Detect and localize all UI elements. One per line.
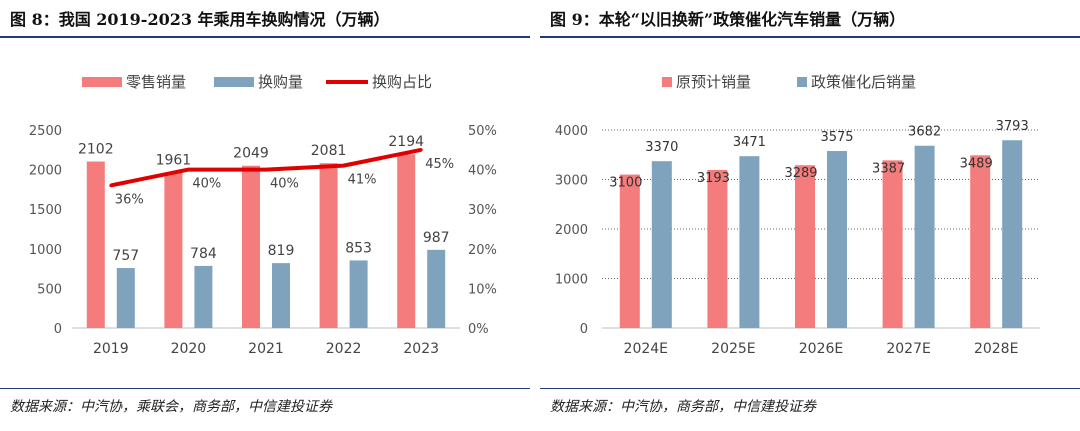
y2-tick-label: 10% [468, 282, 497, 297]
y2-tick-label: 50% [468, 124, 497, 139]
bar [882, 160, 903, 328]
bar [116, 268, 135, 328]
title-divider [540, 36, 1080, 38]
bar [795, 165, 815, 328]
bar-value-label: 2049 [233, 146, 269, 162]
x-tick-label: 2026E [799, 341, 843, 357]
y-tick-label: 3000 [555, 174, 588, 189]
bar-value-label: 3682 [908, 125, 941, 140]
bar [319, 163, 338, 328]
figure-8-chart: 零售销量 换购量 换购占比 0 500 1000 1500 2000 2500 0% 10% 20% 3… [29, 73, 497, 357]
bar-value-label: 3575 [820, 130, 853, 145]
x-tick-label: 2022 [326, 341, 362, 357]
line-value-label: 41% [348, 173, 377, 188]
y2-tick-label: 20% [468, 243, 497, 258]
bar [914, 145, 935, 328]
bar [397, 154, 416, 328]
y-tick-label: 2500 [29, 124, 62, 139]
y-tick-label: 2000 [29, 164, 62, 179]
y-tick-label: 4000 [555, 124, 588, 139]
figure-8-source: 数据来源：中汽协，乘联会，商务部，中信建投证券 [10, 399, 332, 415]
y-tick-label: 0 [580, 322, 588, 337]
line-point [109, 183, 113, 187]
y-tick-label: 2000 [555, 223, 588, 238]
line-value-label: 40% [192, 177, 221, 192]
x-tick-label: 2021 [248, 341, 284, 357]
bar [427, 249, 446, 328]
figure-8-panel: 图 8：我国 2019-2023 年乘用车换购情况（万辆） 零售销量 换购量 换购占… [0, 0, 530, 431]
legend-label: 换购占比 [372, 73, 432, 91]
legend-label: 政策催化后销量 [811, 73, 916, 91]
line-point [419, 148, 423, 152]
x-tick-label: 2019 [93, 341, 129, 357]
bar-value-label: 987 [423, 230, 450, 246]
bar [86, 161, 105, 328]
line-value-label: 40% [270, 177, 299, 192]
bar [739, 156, 760, 328]
bar [1002, 140, 1023, 328]
source-divider [540, 388, 1080, 389]
bar [827, 151, 847, 328]
line-value-label: 36% [115, 192, 144, 207]
bar-value-label: 819 [268, 243, 295, 259]
bar-value-label: 2102 [78, 142, 114, 158]
x-tick-label: 2023 [403, 341, 439, 357]
legend-label: 零售销量 [126, 73, 186, 91]
bar [970, 155, 991, 328]
bar-value-label: 3100 [609, 176, 642, 191]
legend-swatch [82, 77, 122, 87]
x-tick-label: 2027E [886, 341, 930, 357]
line-point [264, 168, 268, 172]
y-tick-label: 1000 [29, 243, 62, 258]
bar [272, 263, 290, 328]
y2-tick-label: 40% [468, 164, 497, 179]
x-tick-label: 2024E [624, 341, 668, 357]
x-tick-label: 2028E [974, 341, 1018, 357]
y-tick-label: 500 [37, 282, 62, 297]
bar [242, 165, 260, 328]
bar-value-label: 853 [345, 240, 372, 256]
bar-value-label: 3793 [996, 119, 1029, 134]
bar [651, 161, 672, 328]
y2-tick-label: 30% [468, 203, 497, 218]
bar-value-label: 3370 [645, 140, 678, 155]
figure-9-panel: 图 9：本轮“以旧换新”政策催化汽车销量（万辆） 原预计销量 政策催化后销量 0 10… [540, 0, 1080, 431]
title-divider [0, 36, 530, 38]
bar [194, 265, 213, 328]
y2-tick-label: 0% [468, 322, 489, 337]
bar [349, 260, 368, 328]
x-tick-label: 2025E [711, 341, 755, 357]
bar [164, 172, 183, 328]
legend-label: 原预计销量 [676, 73, 751, 91]
figure-8-title: 图 8：我国 2019-2023 年乘用车换购情况（万辆） [10, 10, 390, 29]
bar [619, 174, 640, 328]
bar-value-label: 2194 [388, 134, 424, 150]
bar-value-label: 3289 [784, 166, 817, 181]
y-tick-label: 1000 [555, 273, 588, 288]
bar-value-label: 784 [190, 246, 217, 262]
legend-swatch [214, 77, 254, 87]
figure-9-title: 图 9：本轮“以旧换新”政策催化汽车销量（万辆） [550, 10, 906, 29]
legend-label: 换购量 [258, 73, 303, 91]
line-point [186, 168, 190, 172]
bar-value-label: 2081 [311, 143, 347, 159]
legend-swatch [797, 77, 807, 87]
line-point [342, 164, 346, 168]
bar-value-label: 3471 [733, 135, 766, 150]
bar-value-label: 3489 [960, 156, 993, 171]
bar-value-label: 3193 [697, 171, 730, 186]
bar-value-label: 3387 [872, 161, 905, 176]
y-tick-label: 1500 [29, 203, 62, 218]
legend-swatch [662, 77, 672, 87]
line-value-label: 45% [425, 157, 454, 172]
bar-value-label: 757 [112, 248, 139, 264]
bar [707, 169, 728, 328]
y-tick-label: 0 [54, 322, 62, 337]
x-tick-label: 2020 [171, 341, 207, 357]
source-divider [0, 388, 530, 389]
figure-9-source: 数据来源：中汽协，商务部，中信建投证券 [550, 399, 816, 415]
bar-value-label: 1961 [156, 153, 192, 169]
figure-9-chart: 原预计销量 政策催化后销量 0 1000 2000 3000 4000 3100 3370 202… [555, 73, 1040, 357]
